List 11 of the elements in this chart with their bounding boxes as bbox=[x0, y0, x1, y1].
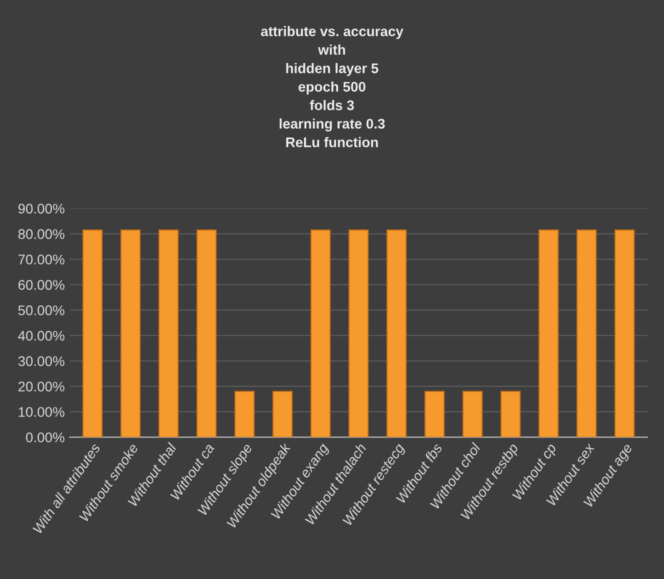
chart-title: attribute vs. accuracy with hidden layer 5 epoch 500 folds 3 learning rate 0.3 ReLu function bbox=[261, 26, 404, 148]
y-tick-label: 50.00% bbox=[18, 305, 64, 316]
y-tick-label: 70.00% bbox=[18, 254, 64, 264]
y-tick-label: 10.00% bbox=[18, 407, 64, 417]
y-tick-label: 90.00% bbox=[18, 204, 64, 214]
y-tick-label: 20.00% bbox=[18, 382, 64, 392]
y-tick-label: 60.00% bbox=[18, 280, 64, 290]
y-tick-label: 30.00% bbox=[18, 356, 64, 366]
y-tick-label: 0.00% bbox=[26, 432, 64, 442]
y-tick-label: 80.00% bbox=[18, 229, 64, 240]
y-tick-label: 40.00% bbox=[18, 330, 64, 341]
